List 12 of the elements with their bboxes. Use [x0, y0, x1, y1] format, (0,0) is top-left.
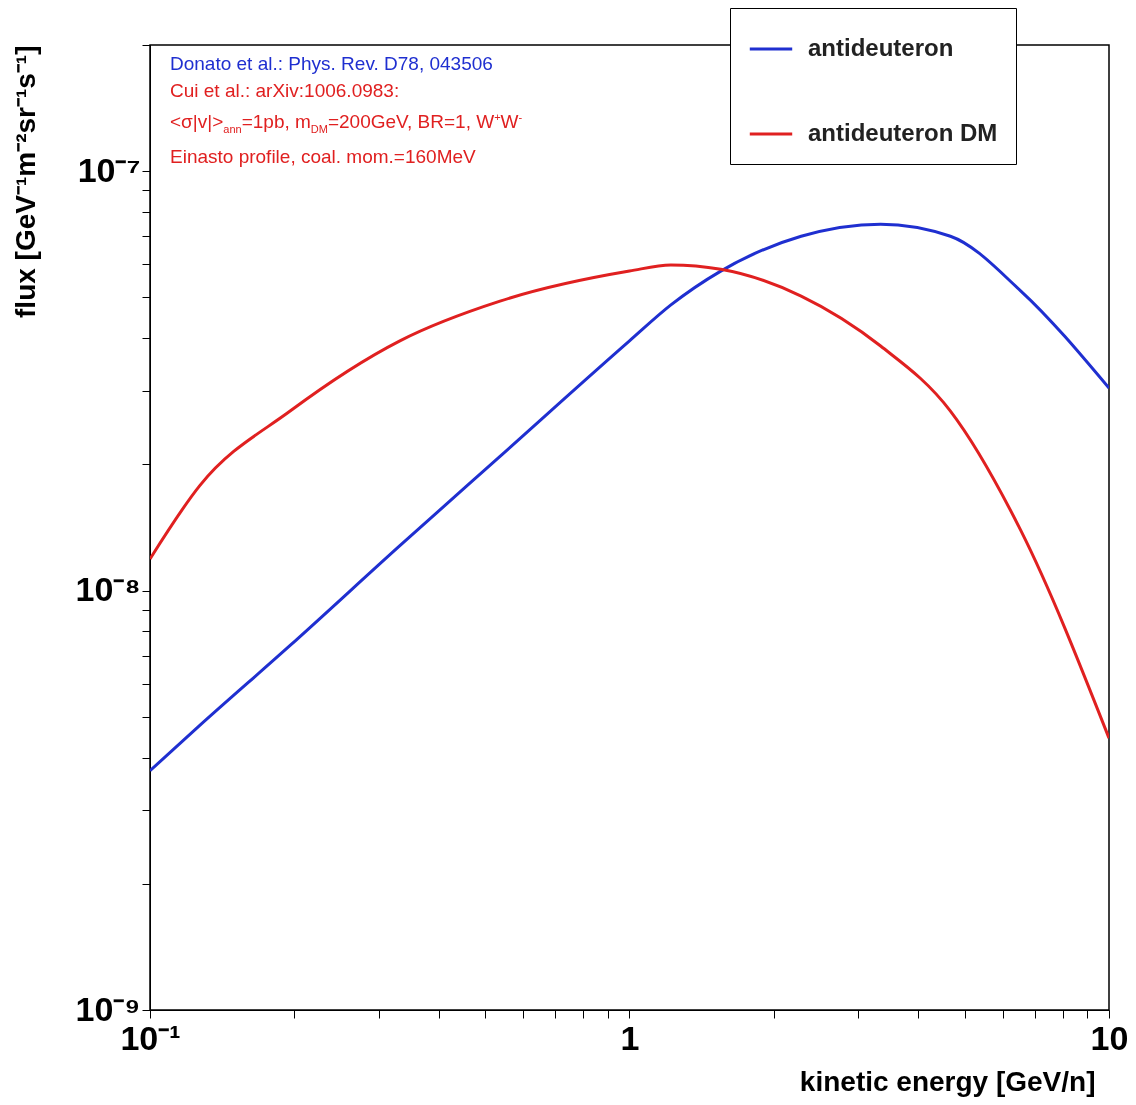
x-axis-title: kinetic energy [GeV/n] — [799, 1065, 1096, 1097]
x-tick-label: 1 — [620, 1018, 640, 1057]
annotation: Cui et al.: arXiv:1006.0983: — [170, 79, 401, 103]
y-tick-label: 10⁻⁸ — [75, 570, 141, 609]
annotation: <σ|v|>$_{ann}$=1pb, m$_{DM}$=200GeV, BR=1, W$^{+}$W$^{-}$ — [170, 110, 523, 138]
legend-label: antideuteron — [808, 34, 954, 61]
x-tick-label: 10 — [1090, 1018, 1129, 1057]
legend-label: antideuteron DM — [808, 119, 998, 146]
y-axis-title: flux [GeV⁻¹m⁻²sr⁻¹s⁻¹] — [9, 45, 41, 318]
y-tick-label: 10⁻⁷ — [77, 150, 141, 189]
annotation: Donato et al.: Phys. Rev. D78, 043506 — [170, 52, 494, 76]
annotation: Einasto profile, coal. mom.=160MeV — [170, 145, 477, 170]
